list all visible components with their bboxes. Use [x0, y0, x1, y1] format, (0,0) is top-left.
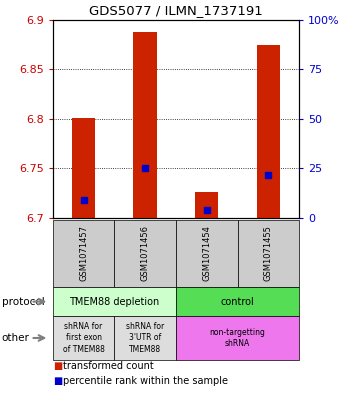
Bar — [257, 46, 280, 218]
Text: GSM1071455: GSM1071455 — [264, 226, 273, 281]
Text: other: other — [2, 333, 30, 343]
Text: ■: ■ — [53, 362, 62, 371]
Bar — [238, 220, 299, 287]
Text: ■: ■ — [53, 376, 62, 386]
Bar — [72, 118, 95, 218]
Text: GSM1071456: GSM1071456 — [141, 226, 150, 281]
Bar — [114, 316, 176, 360]
Text: shRNA for
first exon
of TMEM88: shRNA for first exon of TMEM88 — [63, 322, 104, 354]
Bar — [176, 287, 299, 316]
Text: shRNA for
3'UTR of
TMEM88: shRNA for 3'UTR of TMEM88 — [126, 322, 164, 354]
Bar — [176, 316, 299, 360]
Text: GSM1071457: GSM1071457 — [79, 226, 88, 281]
Bar — [195, 192, 219, 218]
Text: protocol: protocol — [2, 297, 45, 307]
Text: percentile rank within the sample: percentile rank within the sample — [63, 376, 228, 386]
Text: transformed count: transformed count — [63, 362, 154, 371]
Text: TMEM88 depletion: TMEM88 depletion — [69, 297, 159, 307]
Text: non-targetting
shRNA: non-targetting shRNA — [210, 328, 266, 348]
Bar — [114, 220, 176, 287]
Bar — [53, 316, 114, 360]
Text: control: control — [221, 297, 254, 307]
Title: GDS5077 / ILMN_1737191: GDS5077 / ILMN_1737191 — [89, 4, 263, 17]
Bar — [53, 220, 114, 287]
Bar — [176, 220, 238, 287]
Text: GSM1071454: GSM1071454 — [202, 226, 211, 281]
Bar — [53, 287, 176, 316]
Bar — [133, 31, 157, 218]
